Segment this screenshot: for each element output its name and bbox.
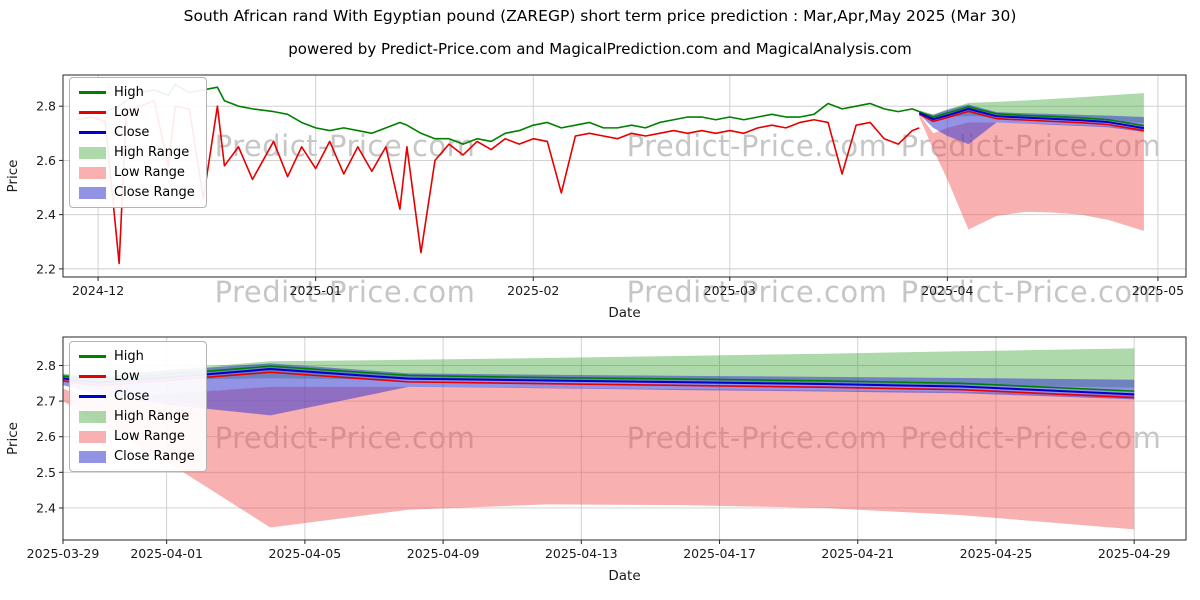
legend-label-low: Low xyxy=(114,369,140,384)
legend-swatch-high-range xyxy=(79,146,106,159)
gridlines xyxy=(63,75,1186,277)
x-tick-label: 2025-05 xyxy=(1132,283,1184,298)
series-high-line xyxy=(76,83,920,145)
legend-label-high: High xyxy=(114,349,144,364)
legend-item-high: High xyxy=(79,349,195,364)
price-history-chart-canvas: 2024-12 2025-01 2025-02 2025-03 2025-04 2025-… xyxy=(5,74,1187,321)
legend-swatch-high-range xyxy=(79,410,106,423)
x-tick-label: 2024-12 xyxy=(72,283,124,298)
legend-item-low: Low xyxy=(79,369,195,384)
watermark-text: Predict-Price.com xyxy=(214,129,476,163)
watermark-text: Predict-Price.com xyxy=(214,421,476,455)
y-tick-label: 2.6 xyxy=(36,429,56,444)
legend-label-high-range: High Range xyxy=(114,145,190,160)
x-tick-label: 2025-04-17 xyxy=(683,546,756,561)
x-tick-label: 2025-01 xyxy=(290,283,342,298)
watermark-text: Predict-Price.com xyxy=(626,275,888,309)
x-tick-label: 2025-03-29 xyxy=(27,546,100,561)
legend-swatch-high xyxy=(79,355,106,358)
watermark-text: Predict-Price.com xyxy=(626,129,888,163)
x-tick-label: 2025-04-25 xyxy=(960,546,1033,561)
legend-swatch-low-range xyxy=(79,166,106,179)
legend-label-close: Close xyxy=(114,125,150,140)
legend-label-close-range: Close Range xyxy=(114,185,195,200)
x-axis-label: Date xyxy=(608,305,640,321)
gridlines xyxy=(62,337,1186,540)
band-low-range xyxy=(63,386,1135,530)
x-tick-label: 2025-04-29 xyxy=(1098,546,1171,561)
legend-item-close-range: Close Range xyxy=(79,449,195,464)
x-tick-label: 2025-04-01 xyxy=(130,546,203,561)
legend-item-close: Close xyxy=(79,125,195,140)
y-tick-label: 2.4 xyxy=(36,207,56,222)
legend-item-high-range: High Range xyxy=(79,409,195,424)
y-axis-label: Price xyxy=(5,160,21,193)
y-tick-label: 2.8 xyxy=(36,99,56,114)
plot-border xyxy=(62,74,1187,278)
price-forecast-chart: 2025-03-29 2025-04-01 2025-04-05 2025-04-09… xyxy=(0,325,1200,600)
legend-item-close-range: Close Range xyxy=(79,185,195,200)
price-history-chart: 2024-12 2025-01 2025-02 2025-03 2025-04 2025-… xyxy=(0,60,1200,325)
legend-label-close-range: Close Range xyxy=(114,449,195,464)
x-tick-label: 2025-04-05 xyxy=(269,546,342,561)
legend-label-close: Close xyxy=(114,389,150,404)
legend-swatch-close-range xyxy=(79,450,106,463)
legend-label-low-range: Low Range xyxy=(114,165,185,180)
series-low-line xyxy=(76,99,920,265)
y-tick-label: 2.5 xyxy=(36,465,56,480)
y-tick-label: 2.8 xyxy=(36,358,56,373)
plot-border xyxy=(62,336,1187,541)
legend-label-low: Low xyxy=(114,105,140,120)
series-high-forecast-line xyxy=(918,105,1145,127)
legend-swatch-close xyxy=(79,395,106,398)
watermark-text: Predict-Price.com xyxy=(900,275,1162,309)
legend-swatch-close-range xyxy=(79,186,106,199)
legend-item-low-range: Low Range xyxy=(79,429,195,444)
legend-swatch-high xyxy=(79,91,106,94)
y-tick-label: 2.4 xyxy=(36,500,56,515)
x-tick-label: 2025-04-09 xyxy=(407,546,480,561)
y-tick-label: 2.2 xyxy=(36,261,56,276)
watermark-text: Predict-Price.com xyxy=(626,421,888,455)
legend-item-high: High xyxy=(79,85,195,100)
legend-item-close: Close xyxy=(79,389,195,404)
series-close-forecast-line xyxy=(918,107,1145,130)
legend-swatch-close xyxy=(79,131,106,134)
x-tick-label: 2025-04-13 xyxy=(545,546,618,561)
x-tick-label: 2025-03 xyxy=(704,283,756,298)
x-tick-label: 2025-04-21 xyxy=(821,546,894,561)
legend-item-high-range: High Range xyxy=(79,145,195,160)
series-low-forecast-line xyxy=(918,110,1145,132)
watermark-text: Predict-Price.com xyxy=(900,129,1162,163)
y-axis-label: Price xyxy=(5,422,21,455)
x-axis-label: Date xyxy=(608,568,640,584)
axes: 2024-12 2025-01 2025-02 2025-03 2025-04 2025-… xyxy=(36,99,1184,298)
figure-subtitle: powered by Predict-Price.com and Magical… xyxy=(288,40,912,58)
axes: 2025-03-29 2025-04-01 2025-04-05 2025-04-09… xyxy=(27,358,1171,561)
price-history-legend: High Low Close High Range Low Range Close Ran… xyxy=(69,77,207,208)
price-forecast-chart-canvas: 2025-03-29 2025-04-01 2025-04-05 2025-04-09… xyxy=(5,336,1187,584)
legend-label-high-range: High Range xyxy=(114,409,190,424)
band-low-range xyxy=(919,114,1144,231)
legend-item-low-range: Low Range xyxy=(79,165,195,180)
legend-item-low: Low xyxy=(79,105,195,120)
band-close-range xyxy=(919,104,1144,145)
y-tick-label: 2.6 xyxy=(36,153,56,168)
watermark-text: Predict-Price.com xyxy=(900,421,1162,455)
legend-swatch-low xyxy=(79,375,106,378)
x-tick-label: 2025-02 xyxy=(507,283,559,298)
legend-label-high: High xyxy=(114,85,144,100)
price-forecast-legend: High Low Close High Range Low Range Close Ran… xyxy=(69,341,207,472)
figure-title: South African rand With Egyptian pound (… xyxy=(183,7,1017,25)
x-tick-label: 2025-04 xyxy=(921,283,973,298)
legend-label-low-range: Low Range xyxy=(114,429,185,444)
legend-swatch-low xyxy=(79,111,106,114)
range-bands xyxy=(919,93,1144,231)
y-tick-label: 2.7 xyxy=(36,394,56,409)
watermark-text: Predict-Price.com xyxy=(214,275,476,309)
legend-swatch-low-range xyxy=(79,430,106,443)
